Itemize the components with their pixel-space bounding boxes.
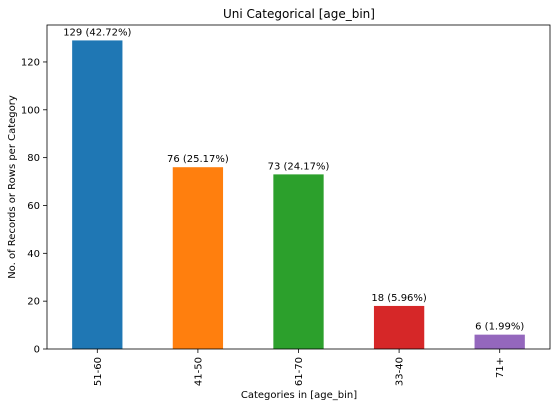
y-tick-label: 80 [27, 153, 40, 164]
data-label-71+: 6 (1.99%) [475, 322, 524, 333]
y-tick-label: 100 [21, 105, 40, 116]
x-axis-label: Categories in [age_bin] [241, 390, 357, 401]
x-tick-label-51-60: 51-60 [93, 357, 104, 386]
bar-61-70 [273, 174, 324, 349]
bar-33-40 [373, 305, 425, 349]
y-tick-label: 60 [27, 201, 40, 212]
bar-71+ [474, 334, 525, 349]
y-tick-label: 40 [27, 249, 40, 260]
bar-41-50 [172, 167, 224, 349]
data-label-41-50: 76 (25.17%) [167, 154, 229, 165]
x-tick-label-41-50: 41-50 [193, 357, 204, 386]
bar-51-60 [72, 40, 123, 350]
x-tick-label-61-70: 61-70 [294, 357, 305, 386]
data-labels-layer: 129 (42.72%) 76 (25.17%) 73 (24.17%) 18 (5.… [63, 27, 524, 332]
chart-title: Uni Categorical [age_bin] [223, 7, 375, 21]
axes-layer: 0 20 40 60 80 100 120 51-60 41-50 61-70 33-40 71+ [21, 24, 551, 386]
y-tick-label: 0 [34, 345, 40, 356]
x-tick-label-33-40: 33-40 [395, 357, 406, 386]
bars-layer [72, 40, 525, 350]
y-tick-label: 20 [27, 297, 40, 308]
data-label-51-60: 129 (42.72%) [63, 27, 131, 38]
data-label-33-40: 18 (5.96%) [371, 293, 427, 304]
y-axis-label: No. of Records or Rows per Category [7, 95, 18, 279]
x-tick-label-71+: 71+ [495, 357, 506, 378]
y-tick-label: 120 [21, 57, 40, 68]
data-label-61-70: 73 (24.17%) [268, 161, 330, 172]
